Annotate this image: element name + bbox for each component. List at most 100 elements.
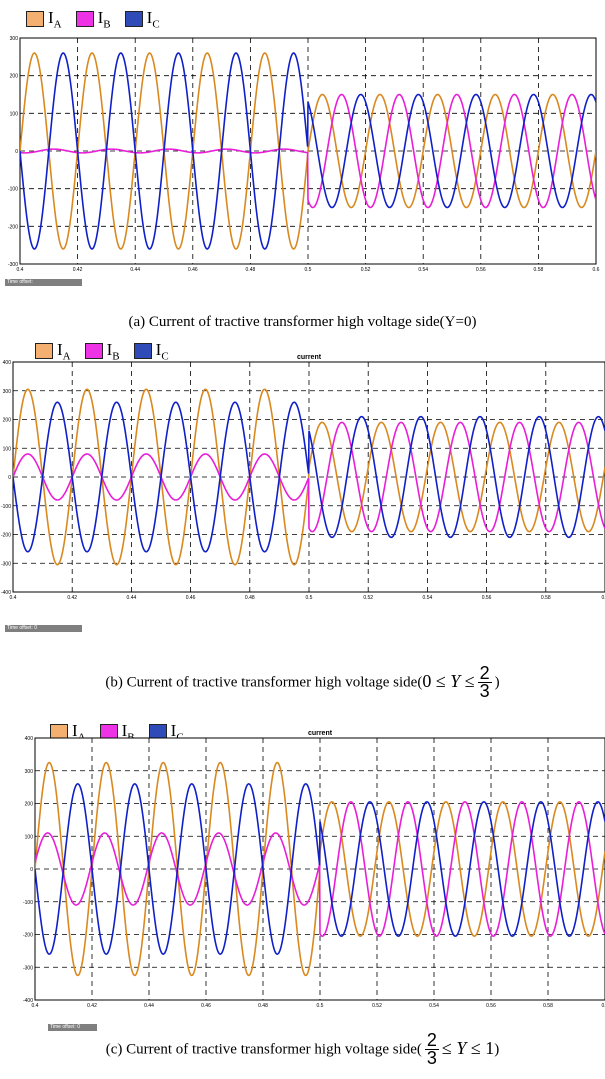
y-tick-label: -200	[23, 933, 33, 939]
time-offset-a: Time offset:	[5, 279, 82, 286]
caption-c-text: (c) Current of tractive transformer high…	[105, 1041, 422, 1058]
chart-title: current	[297, 354, 322, 361]
legend-swatch-ia	[26, 11, 44, 28]
legend-label-ia: IA	[72, 721, 86, 744]
y-tick-label: -100	[8, 187, 18, 193]
legend-item-ia: IA	[26, 8, 62, 30]
legend-a: IA IB IC	[26, 8, 160, 30]
x-tick-label: 0.52	[363, 595, 373, 601]
legend-swatch-ia	[35, 343, 53, 360]
x-tick-label: 0.42	[87, 1003, 97, 1009]
y-tick-label: 300	[10, 36, 19, 42]
y-tick-label: 200	[3, 418, 12, 424]
legend-item-ib: IB	[75, 8, 111, 31]
time-offset-c: Time offset: 0	[48, 1024, 97, 1031]
y-tick-label: 100	[25, 834, 34, 840]
x-tick-label: 0.46	[186, 595, 196, 601]
series-line-ib	[13, 421, 605, 533]
x-tick-label: 0.52	[361, 267, 371, 273]
y-tick-label: -200	[8, 224, 18, 230]
legend-label-ia: IA	[57, 340, 71, 363]
series-line-ib	[20, 93, 596, 209]
caption-c: (c) Current of tractive transformer high…	[105, 1030, 500, 1068]
y-tick-label: -300	[1, 561, 11, 567]
legend-label-ib: IB	[121, 721, 135, 744]
series-line-ic	[20, 52, 596, 250]
x-tick-label: 0.54	[429, 1003, 439, 1009]
x-tick-label: 0.56	[476, 267, 486, 273]
x-tick-label: 0.42	[67, 595, 77, 601]
x-tick-label: 0.44	[144, 1003, 154, 1009]
caption-b-math: 0 ≤ Y ≤2 3	[422, 663, 492, 701]
y-tick-label: -200	[1, 533, 11, 539]
x-tick-label: 0.48	[258, 1003, 268, 1009]
time-offset-b: Time offset: 0	[5, 625, 82, 632]
y-tick-label: -100	[23, 900, 33, 906]
x-tick-label: 0.6	[602, 595, 605, 601]
x-tick-label: 0.5	[305, 267, 312, 273]
x-tick-label: 0.5	[317, 1003, 324, 1009]
legend-swatch-ib	[75, 11, 94, 28]
x-tick-label: 0.58	[534, 267, 544, 273]
x-tick-label: 0.56	[482, 595, 492, 601]
legend-item-ib: IB	[84, 340, 120, 363]
series-line-ib	[35, 801, 605, 937]
y-tick-label: -300	[23, 965, 33, 971]
x-tick-label: 0.54	[423, 595, 433, 601]
x-tick-label: 0.44	[127, 595, 137, 601]
series-line-ic	[13, 401, 605, 553]
legend-swatch-ic	[124, 11, 143, 28]
x-tick-label: 0.46	[201, 1003, 211, 1009]
legend-swatch-ic	[133, 343, 152, 360]
x-tick-label: 0.46	[188, 267, 198, 273]
chart-a: 0.4 0.42 0.44 0.46 0.48 0.5 0.52 0.54 0.56 0.58 0.…	[8, 36, 600, 273]
legend-item-ic: IC	[148, 721, 184, 744]
series-line-ic	[35, 783, 605, 955]
x-tick-label: 0.42	[73, 267, 83, 273]
x-tick-label: 0.4	[32, 1003, 39, 1009]
y-tick-label: -300	[8, 262, 18, 268]
legend-swatch-ib	[84, 343, 103, 360]
legend-b: IA IB IC	[35, 340, 169, 362]
x-tick-label: 0.48	[245, 595, 255, 601]
y-tick-label: -400	[23, 998, 33, 1004]
x-tick-label: 0.58	[541, 595, 551, 601]
x-tick-label: 0.6	[593, 267, 600, 273]
y-tick-label: 300	[3, 389, 12, 395]
x-tick-label: 0.4	[17, 267, 24, 273]
legend-item-ic: IC	[124, 8, 160, 31]
caption-b-text: (b) Current of tractive transformer high…	[105, 674, 423, 691]
x-tick-label: 0.6	[602, 1003, 605, 1009]
x-tick-label: 0.52	[372, 1003, 382, 1009]
y-tick-label: 400	[25, 736, 34, 742]
legend-label-ib: IB	[97, 8, 111, 31]
y-tick-label: 100	[10, 111, 19, 117]
legend-label-ic: IC	[170, 721, 184, 744]
legend-label-ic: IC	[146, 8, 160, 31]
series-line-ia	[20, 52, 596, 250]
y-tick-label: 0	[15, 149, 18, 155]
legend-label-ib: IB	[106, 340, 120, 363]
caption-a: (a) Current of tractive transformer high…	[128, 314, 477, 330]
legend-c: IA IB IC	[50, 721, 184, 743]
y-tick-label: -400	[1, 590, 11, 596]
x-tick-label: 0.48	[246, 267, 256, 273]
legend-label-ic: IC	[155, 340, 169, 363]
legend-item-ia: IA	[35, 340, 71, 362]
x-tick-label: 0.58	[543, 1003, 553, 1009]
chart-b: current 0.4 0.42 0.44 0.46 0.48 0.5 0.52 0.54 0.5…	[1, 354, 605, 601]
y-tick-label: 200	[25, 802, 34, 808]
y-tick-label: 300	[25, 769, 34, 775]
x-tick-label: 0.56	[486, 1003, 496, 1009]
legend-item-ia: IA	[50, 721, 86, 743]
y-tick-label: 200	[10, 74, 19, 80]
x-tick-label: 0.44	[130, 267, 140, 273]
legend-item-ic: IC	[133, 340, 169, 363]
legend-label-ia: IA	[48, 8, 62, 31]
y-tick-label: 100	[3, 446, 12, 452]
x-tick-label: 0.54	[418, 267, 428, 273]
caption-c-math: 2 3 ≤ Y ≤ 1	[424, 1030, 495, 1068]
chart-c: current 0.4 0.42 0.44 0.46 0.48 0.5 0.52 0.54 0.5…	[23, 730, 605, 1009]
